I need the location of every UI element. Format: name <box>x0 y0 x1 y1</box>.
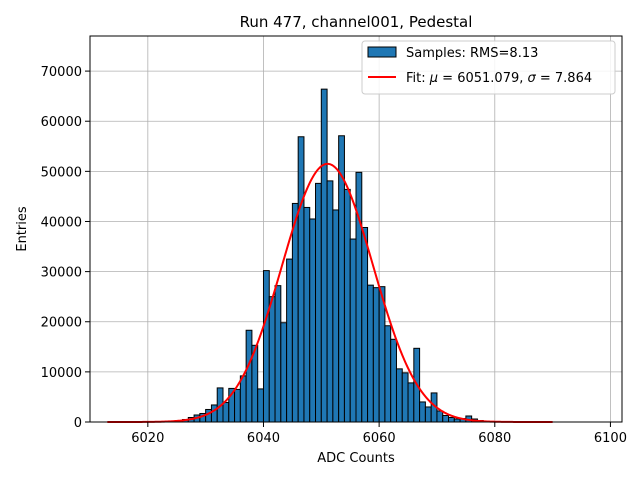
histogram-bar <box>401 372 409 423</box>
y-tick-label: 60000 <box>41 115 82 130</box>
histogram-bar <box>326 180 334 423</box>
histogram-bar <box>262 270 270 423</box>
fit-curve <box>107 162 553 423</box>
y-tick-label: 20000 <box>41 316 82 331</box>
x-axis-ticks: 6020 6040 6060 6080 6100 <box>131 422 627 446</box>
histogram-bar <box>407 382 415 423</box>
histogram-bar <box>390 338 397 423</box>
histogram-bar <box>274 285 282 423</box>
histogram-bar <box>239 375 247 423</box>
chart-title: Run 477, channel001, Pedestal <box>240 13 473 31</box>
histogram-bar <box>222 401 230 423</box>
y-tick-label: 70000 <box>41 65 82 80</box>
histogram-bar <box>268 296 276 423</box>
histogram-bar <box>210 404 218 423</box>
histogram-bar <box>245 329 253 423</box>
histogram-bar <box>280 322 288 423</box>
histogram-bar <box>297 136 305 423</box>
histogram-bar <box>384 325 392 423</box>
histogram-bar <box>320 88 328 423</box>
histogram-bar <box>419 401 426 423</box>
histogram-bar <box>343 188 351 423</box>
x-tick-label: 6020 <box>131 431 164 446</box>
histogram-bar <box>442 414 450 423</box>
histogram-bar <box>286 258 293 423</box>
fit-curve-layer <box>107 162 553 423</box>
legend: Samples: RMS=8.13 Fit: μ = 6051.079, σ =… <box>361 40 616 95</box>
legend-box <box>361 40 616 95</box>
y-tick-label: 50000 <box>41 165 82 180</box>
x-tick-label: 6080 <box>478 431 511 446</box>
histogram-bar <box>309 218 317 423</box>
histogram-bar <box>395 368 403 423</box>
legend-samples-label: Samples: RMS=8.13 <box>406 46 538 61</box>
histogram-bar <box>448 416 455 423</box>
y-tick-label: 10000 <box>41 366 82 381</box>
histogram-bar <box>257 388 264 423</box>
legend-fit-sigma-value: = 7.864 <box>536 71 592 86</box>
histogram-bar <box>291 202 299 423</box>
y-tick-label: 0 <box>74 416 82 431</box>
y-axis-ticks: 0 10000 20000 30000 40000 50000 60000 70000 <box>41 65 90 431</box>
x-tick-label: 6100 <box>594 431 627 446</box>
histogram-bar <box>234 388 241 423</box>
y-axis-label: Entries <box>15 206 30 252</box>
legend-fit-label: Fit: μ = 6051.079, σ = 7.864 <box>406 71 592 86</box>
histogram-bar <box>436 410 444 423</box>
histogram-bar <box>205 408 212 423</box>
legend-fit-mu-value: = 6051.079, <box>438 71 527 86</box>
histogram-bar <box>332 209 340 423</box>
legend-fit-prefix: Fit: <box>406 71 430 86</box>
histogram-bar <box>424 406 432 423</box>
x-tick-label: 6060 <box>363 431 396 446</box>
y-tick-label: 40000 <box>41 215 82 230</box>
histogram-bar <box>315 182 322 423</box>
histogram-bar <box>372 287 380 423</box>
legend-fit-mu-symbol: μ <box>429 71 438 86</box>
histogram-bars <box>182 88 490 423</box>
histogram-bar <box>349 238 357 423</box>
histogram-bar <box>367 284 374 423</box>
plot-frame <box>89 35 623 423</box>
histogram-bar <box>303 206 311 423</box>
histogram-bar <box>361 226 369 423</box>
x-tick-label: 6040 <box>247 431 280 446</box>
y-tick-label: 30000 <box>41 266 82 281</box>
legend-fit-sigma-symbol: σ <box>528 71 537 86</box>
x-axis-label: ADC Counts <box>317 451 395 466</box>
histogram-bar <box>378 286 386 423</box>
legend-samples-swatch <box>367 46 397 58</box>
